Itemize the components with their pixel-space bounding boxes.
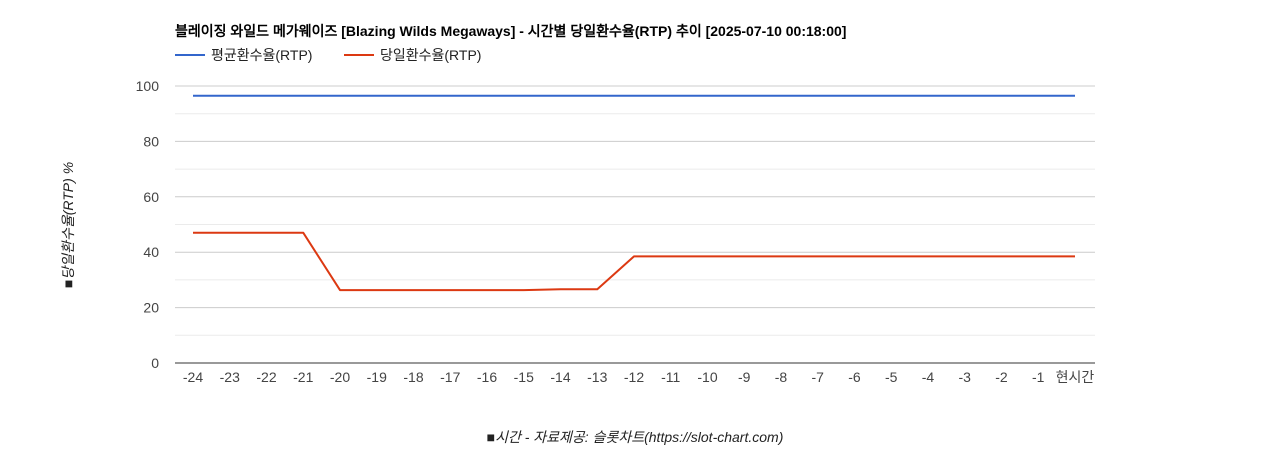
x-tick-label: -7 [812,369,825,385]
x-tick-label: -6 [848,369,861,385]
x-tick-label: -14 [550,369,570,385]
y-axis-label: ■당일환수율(RTP) % [60,162,76,288]
x-tick-label: -2 [995,369,1008,385]
x-tick-label: -15 [514,369,534,385]
chart-title: 블레이징 와일드 메가웨이즈 [Blazing Wilds Megaways] … [175,23,846,39]
x-tick-label: -23 [220,369,240,385]
x-tick-label: 현시간 [1056,369,1095,385]
x-tick-label: -12 [624,369,644,385]
x-tick-label: -18 [403,369,423,385]
x-tick-label: -1 [1032,369,1045,385]
x-tick-label: -19 [367,369,387,385]
x-axis-ticks: -24 -23 -22 -21 -20 -19 -18 -17 -16 -15 -14 -13 -12 -… [183,369,1095,385]
gridlines [175,85,1095,336]
series-line-daily [193,231,1075,292]
x-tick-label: -20 [330,369,350,385]
y-tick-label: 20 [143,300,159,316]
x-tick-label: -3 [959,369,972,385]
x-tick-label: -13 [587,369,607,385]
y-tick-label: 60 [143,189,159,205]
legend-label-daily: 당일환수율(RTP) [380,47,481,63]
x-tick-label: -24 [183,369,203,385]
x-tick-label: -5 [885,369,898,385]
x-tick-label: -10 [697,369,717,385]
y-axis-ticks: 0 20 40 60 80 100 [136,78,160,371]
y-tick-label: 40 [143,244,159,260]
legend-label-avg: 평균환수율(RTP) [211,47,312,63]
y-tick-label: 0 [151,355,159,371]
x-tick-label: -11 [661,369,680,385]
x-tick-label: -16 [477,369,497,385]
x-tick-label: -9 [738,369,751,385]
x-tick-label: -22 [256,369,276,385]
x-tick-label: -4 [922,369,935,385]
series-lines [193,94,1075,292]
y-tick-label: 80 [143,133,159,149]
legend: 평균환수율(RTP) 당일환수율(RTP) [175,47,481,63]
x-tick-label: -17 [440,369,460,385]
x-tick-label: -21 [293,369,313,385]
y-tick-label: 100 [136,78,160,94]
x-tick-label: -8 [775,369,788,385]
x-axis-label: ■시간 - 자료제공: 슬롯차트(https://slot-chart.com) [487,429,784,445]
